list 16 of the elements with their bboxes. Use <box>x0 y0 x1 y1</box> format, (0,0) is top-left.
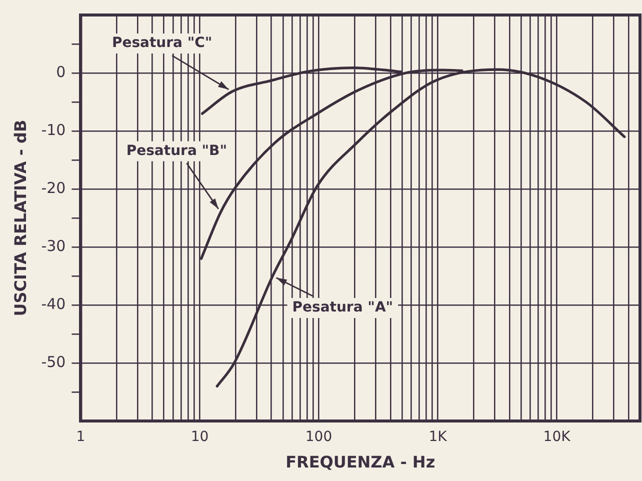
y-tick-label: -30 <box>41 236 66 255</box>
legend-label: Pesatura "A" <box>292 300 394 316</box>
y-tick-label: 0 <box>56 62 66 81</box>
x-tick-label: 1K <box>428 429 448 446</box>
y-tick-label: -20 <box>41 178 66 197</box>
x-axis-title: FREQUENZA - Hz <box>286 452 436 472</box>
series-label: Pesatura "B" <box>126 142 228 159</box>
x-tick-label: 10K <box>543 429 572 446</box>
y-tick-label: -10 <box>41 120 66 139</box>
y-tick-label: -40 <box>41 294 66 313</box>
text: Pesatura "C" <box>112 35 212 52</box>
y-tick-label: -50 <box>41 352 66 371</box>
x-tick-label: 100 <box>305 429 332 446</box>
x-tick-label: 10 <box>190 429 209 446</box>
x-tick-label: 1 <box>76 429 86 446</box>
y-axis-title: USCITA RELATIVA - dB <box>10 120 30 316</box>
